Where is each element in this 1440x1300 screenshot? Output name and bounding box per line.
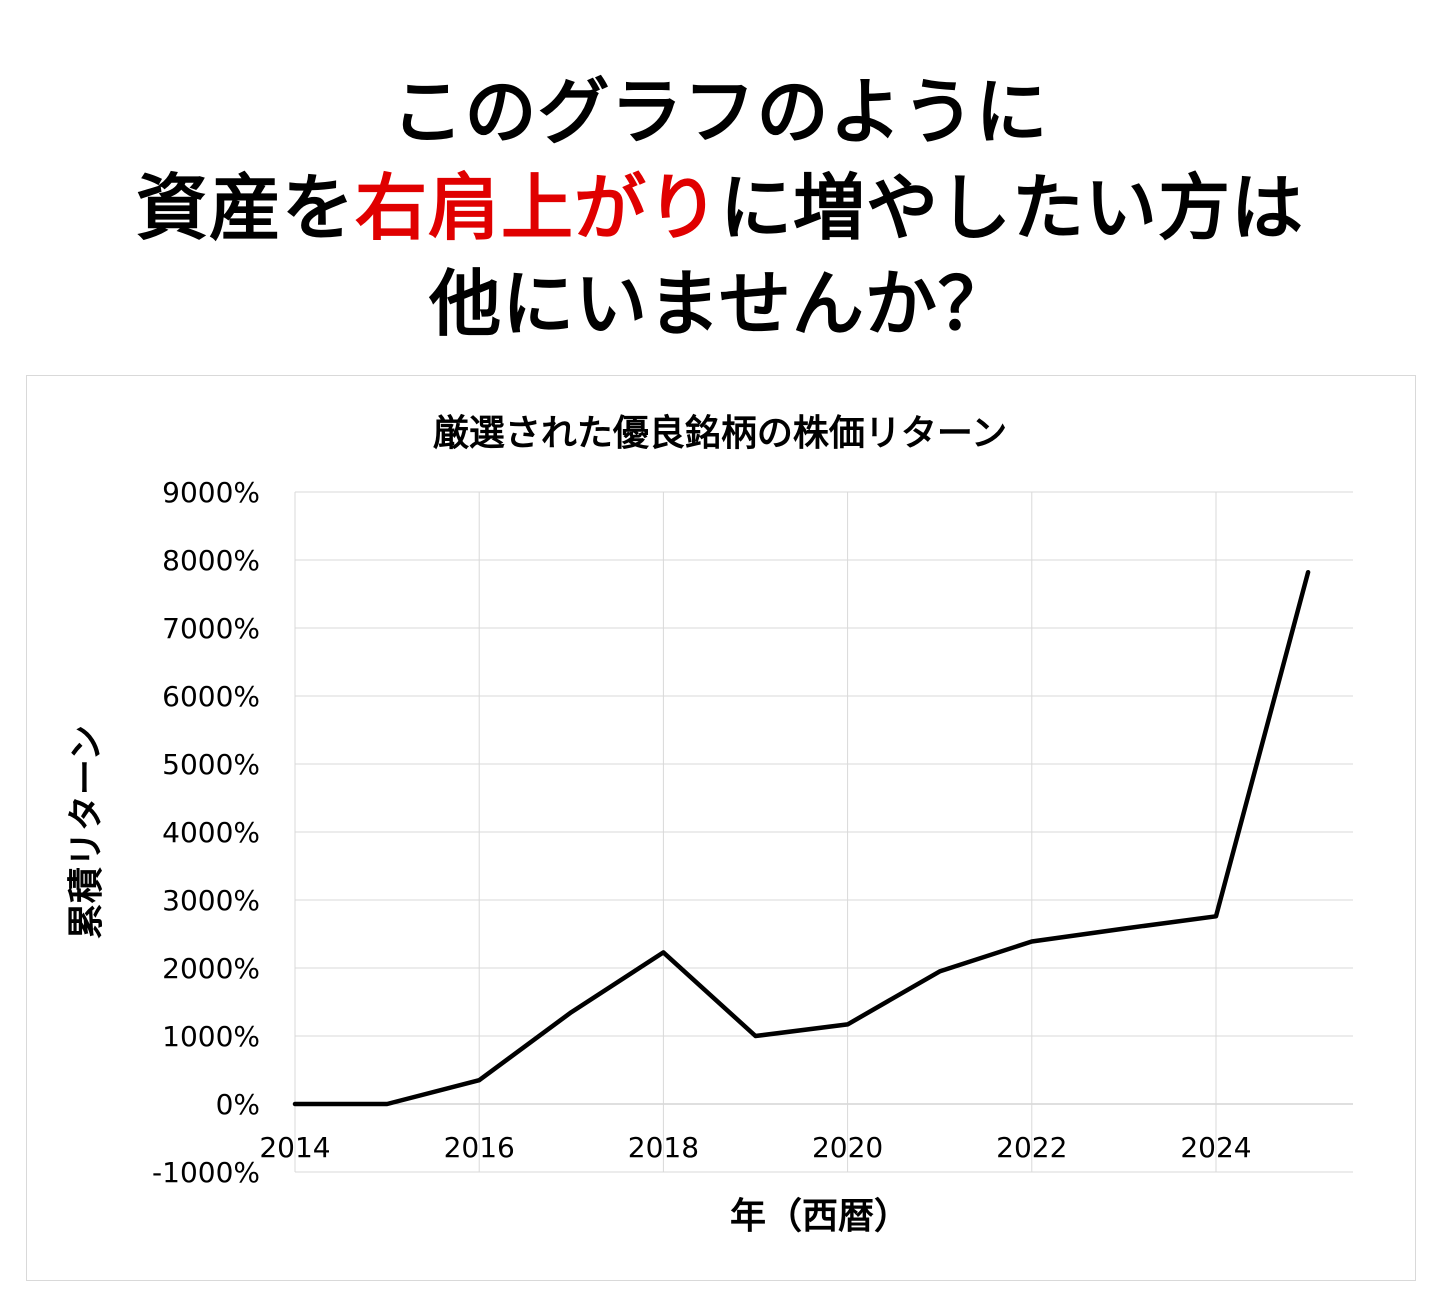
grid (294, 491, 1353, 1173)
headline-line-2-prefix: 資産を (135, 166, 355, 250)
series (292, 569, 1311, 1107)
chart-title: 厳選された優良銘柄の株価リターン (433, 413, 1007, 454)
y-axis-label: 累積リターン (66, 725, 107, 939)
y-tick-label: 2000% (162, 952, 260, 985)
headline-line-3: 他にいませんか？ (0, 256, 1440, 352)
y-tick-label: 7000% (162, 612, 260, 645)
y-tick-label: 0% (216, 1088, 260, 1121)
headline-line-3-text: 他にいませんか？ (429, 262, 1011, 346)
x-axis-label: 年（西暦） (730, 1196, 910, 1237)
x-tick-label: 2014 (259, 1131, 330, 1164)
headline-line-1-text: このグラフのように (391, 70, 1049, 154)
x-tick-label: 2024 (1180, 1131, 1251, 1164)
headline-line-2-suffix: に増やしたい方は (720, 166, 1305, 250)
y-tick-label: 4000% (162, 816, 260, 849)
y-tick-label: 3000% (162, 884, 260, 917)
headline-highlight: 右肩上がり (354, 166, 720, 250)
y-tick-label: -1000% (152, 1156, 260, 1189)
y-tick-label: 5000% (162, 748, 260, 781)
y-tick-label: 9000% (162, 476, 260, 509)
x-tick-label: 2022 (996, 1131, 1067, 1164)
headline-line-2: 資産を右肩上がりに増やしたい方は (0, 160, 1440, 256)
y-tick-label: 8000% (162, 544, 260, 577)
headline-line-1: このグラフのように (0, 64, 1440, 160)
y-tick-label: 1000% (162, 1020, 260, 1053)
x-tick-label: 2018 (628, 1131, 699, 1164)
x-tick-label: 2020 (812, 1131, 883, 1164)
series-line (292, 569, 1311, 1107)
axis-ticks: -1000% 0% 1000% 2000% 3000% 4000% 5000% 6000% 70… (152, 476, 1252, 1189)
x-tick-label: 2016 (444, 1131, 515, 1164)
chart-frame (26, 375, 1416, 1281)
y-tick-label: 6000% (162, 680, 260, 713)
